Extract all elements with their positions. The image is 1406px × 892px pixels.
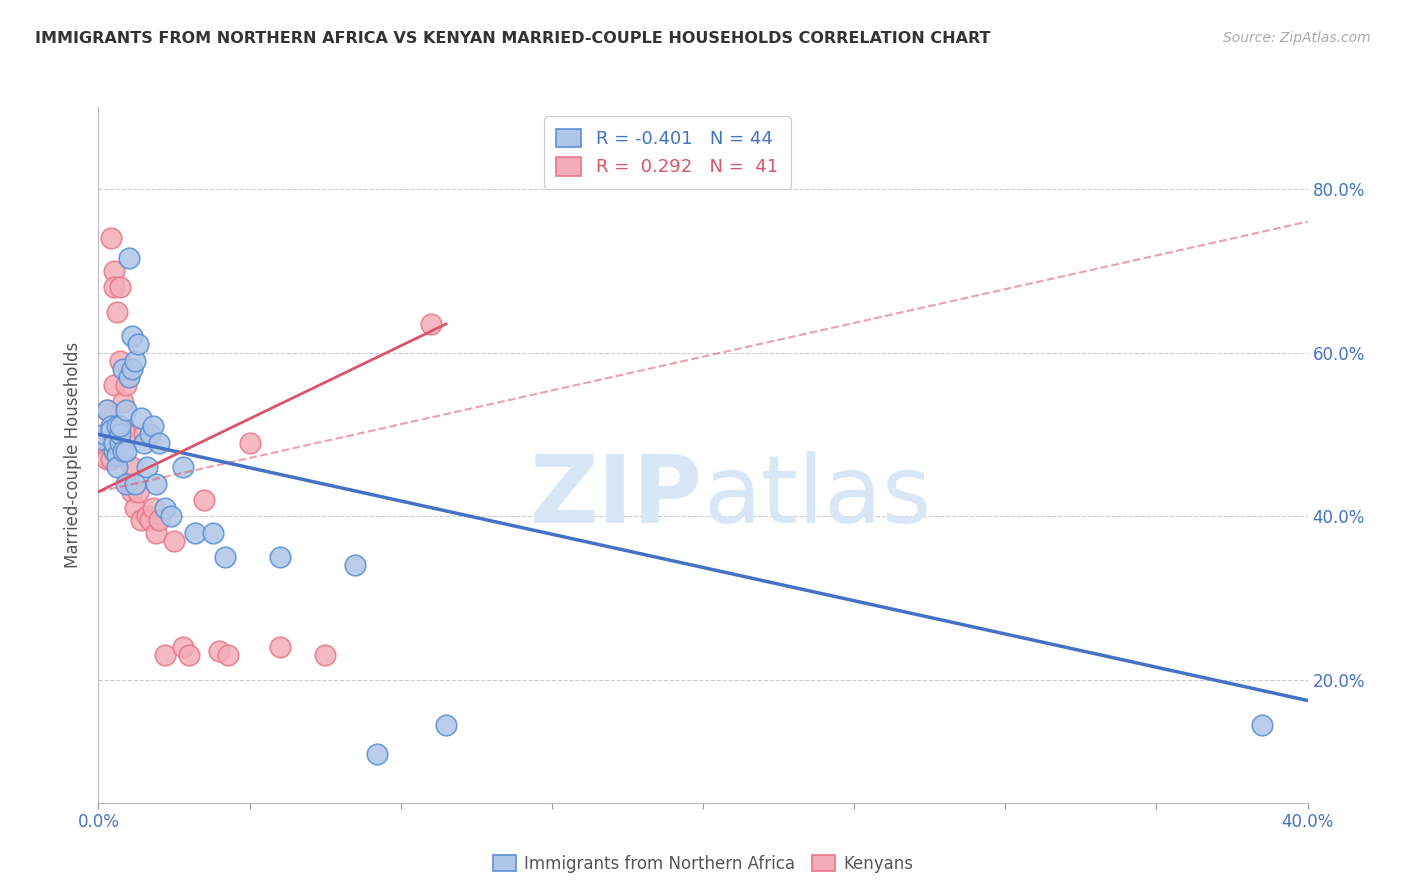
Point <box>184 525 207 540</box>
Point <box>314 648 336 663</box>
Legend: R = -0.401   N = 44, R =  0.292   N =  41: R = -0.401 N = 44, R = 0.292 N = 41 <box>544 116 790 189</box>
Point <box>105 460 128 475</box>
Point <box>114 443 136 458</box>
Point <box>135 509 157 524</box>
Point <box>108 435 131 450</box>
Point <box>124 353 146 368</box>
Text: atlas: atlas <box>703 450 931 542</box>
Point <box>1251 718 1274 732</box>
Point <box>127 484 149 499</box>
Point <box>142 419 165 434</box>
Point <box>208 644 231 658</box>
Point <box>214 550 236 565</box>
Point <box>103 435 125 450</box>
Point <box>111 362 134 376</box>
Text: ZIP: ZIP <box>530 450 703 542</box>
Point <box>163 533 186 548</box>
Point <box>121 329 143 343</box>
Point <box>108 419 131 434</box>
Point <box>96 403 118 417</box>
Text: IMMIGRANTS FROM NORTHERN AFRICA VS KENYAN MARRIED-COUPLE HOUSEHOLDS CORRELATION : IMMIGRANTS FROM NORTHERN AFRICA VS KENYA… <box>35 31 991 46</box>
Point <box>366 747 388 761</box>
Point <box>114 476 136 491</box>
Point <box>105 435 128 450</box>
Point <box>142 501 165 516</box>
Point <box>179 648 201 663</box>
Point <box>139 427 162 442</box>
Point <box>111 394 134 409</box>
Point <box>121 362 143 376</box>
Point <box>148 435 170 450</box>
Point <box>111 443 134 458</box>
Point <box>103 280 125 294</box>
Point <box>114 403 136 417</box>
Point <box>129 513 152 527</box>
Point <box>153 648 176 663</box>
Point <box>121 484 143 499</box>
Point <box>217 648 239 663</box>
Point <box>103 435 125 450</box>
Point <box>105 304 128 318</box>
Point <box>172 460 194 475</box>
Point <box>132 435 155 450</box>
Point <box>193 492 215 507</box>
Point <box>145 476 167 491</box>
Point <box>434 718 457 732</box>
Point <box>153 501 176 516</box>
Text: Source: ZipAtlas.com: Source: ZipAtlas.com <box>1223 31 1371 45</box>
Point <box>344 558 367 573</box>
Point <box>420 317 443 331</box>
Point <box>108 280 131 294</box>
Y-axis label: Married-couple Households: Married-couple Households <box>65 342 83 568</box>
Point <box>96 452 118 467</box>
Point <box>118 370 141 384</box>
Point <box>103 264 125 278</box>
Point <box>139 513 162 527</box>
Point <box>145 525 167 540</box>
Point <box>90 435 112 450</box>
Legend: Immigrants from Northern Africa, Kenyans: Immigrants from Northern Africa, Kenyans <box>486 848 920 880</box>
Point <box>118 476 141 491</box>
Point <box>148 513 170 527</box>
Point <box>108 353 131 368</box>
Point <box>90 432 112 446</box>
Point <box>103 443 125 458</box>
Point <box>93 435 115 450</box>
Point <box>103 378 125 392</box>
Point <box>105 448 128 462</box>
Point <box>124 476 146 491</box>
Point <box>127 337 149 351</box>
Point <box>132 427 155 442</box>
Point <box>118 252 141 266</box>
Point <box>100 419 122 434</box>
Point <box>108 427 131 442</box>
Point <box>269 550 291 565</box>
Point <box>124 501 146 516</box>
Point <box>269 640 291 655</box>
Point <box>114 427 136 442</box>
Point <box>105 419 128 434</box>
Point <box>129 411 152 425</box>
Point <box>100 452 122 467</box>
Point <box>239 435 262 450</box>
Point <box>202 525 225 540</box>
Point <box>100 231 122 245</box>
Point <box>100 423 122 437</box>
Point <box>160 509 183 524</box>
Point <box>96 403 118 417</box>
Point <box>114 378 136 392</box>
Point <box>135 460 157 475</box>
Point <box>111 423 134 437</box>
Point <box>121 460 143 475</box>
Point <box>93 427 115 442</box>
Point <box>172 640 194 655</box>
